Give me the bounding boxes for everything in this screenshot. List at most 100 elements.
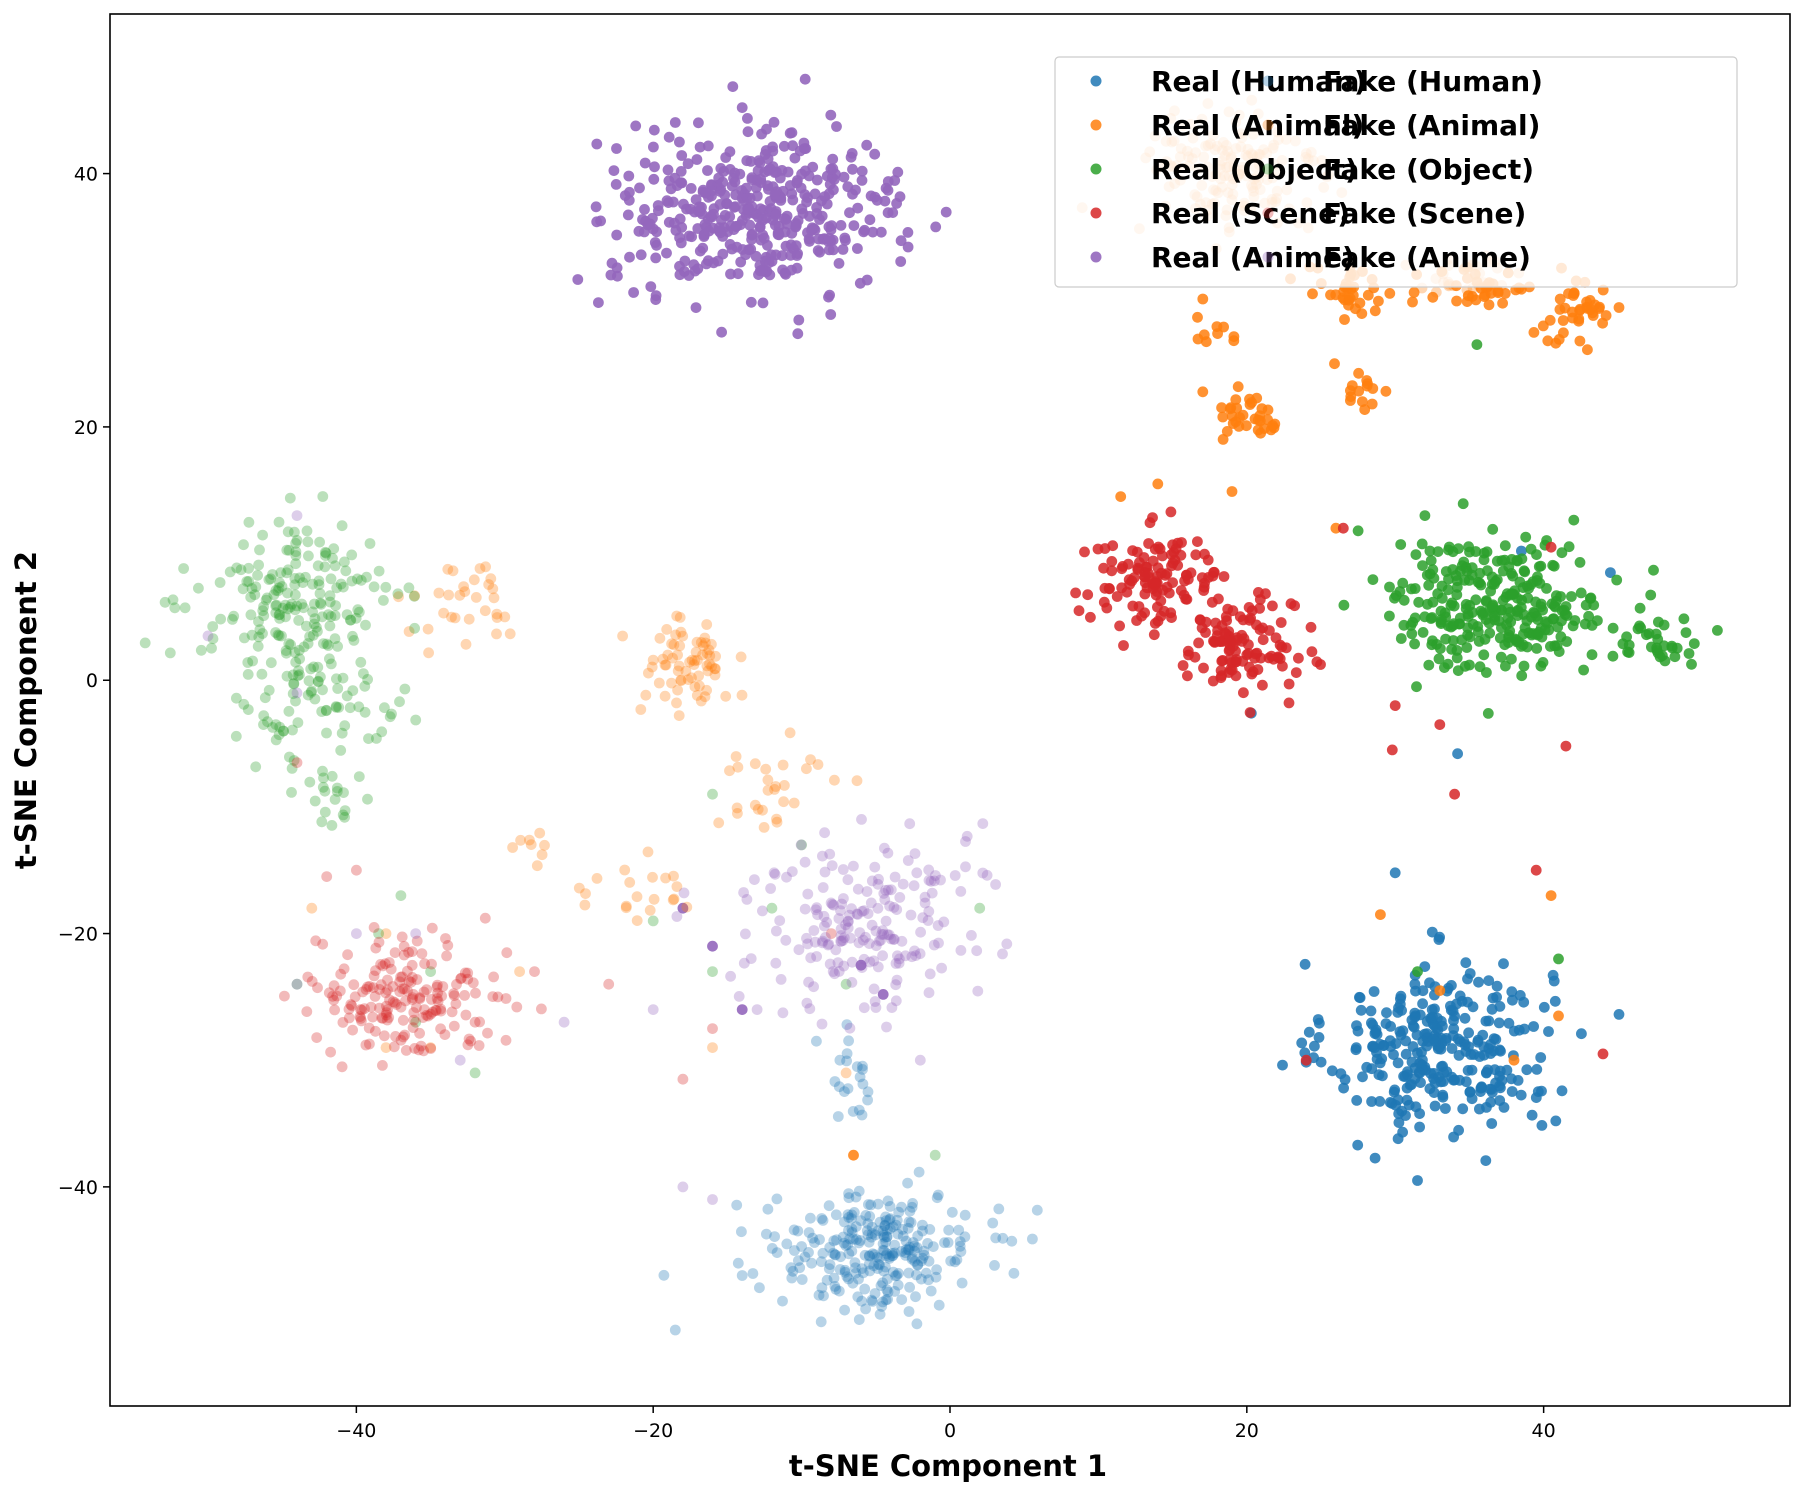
data-point: [884, 1214, 895, 1226]
data-point: [840, 1067, 852, 1079]
data-point: [1525, 543, 1537, 555]
data-point: [1246, 397, 1257, 408]
data-point: [813, 233, 825, 245]
data-point: [857, 934, 869, 946]
data-point: [851, 1234, 862, 1245]
data-point: [902, 855, 914, 866]
data-point: [1456, 634, 1468, 646]
data-point: [835, 905, 846, 916]
data-point: [1548, 975, 1560, 987]
data-point: [785, 1262, 797, 1274]
data-point: [879, 894, 891, 905]
data-point: [754, 221, 766, 233]
y-axis-title: t-SNE Component 2: [9, 551, 43, 869]
data-point: [337, 581, 349, 593]
data-point: [949, 870, 961, 881]
data-point: [377, 1012, 389, 1024]
data-point: [809, 1237, 820, 1248]
data-point: [678, 198, 689, 210]
data-point: [442, 940, 454, 951]
data-point: [399, 683, 411, 695]
data-point: [823, 232, 835, 244]
data-point: [837, 864, 849, 875]
data-point: [1231, 654, 1242, 665]
data-point: [355, 574, 367, 586]
data-point: [1386, 744, 1398, 756]
data-point: [881, 1231, 893, 1243]
data-point: [833, 913, 845, 924]
data-point: [1531, 1064, 1543, 1075]
data-point: [903, 1244, 915, 1256]
data-point: [893, 1206, 905, 1218]
data-point: [761, 123, 772, 135]
data-point: [1441, 1066, 1453, 1078]
data-point: [258, 610, 270, 622]
data-point: [1669, 651, 1681, 663]
data-point: [821, 916, 833, 928]
data-point: [311, 1032, 323, 1043]
data-point: [1528, 606, 1539, 618]
data-point: [775, 974, 787, 985]
data-point: [710, 650, 721, 662]
data-point: [812, 909, 823, 921]
data-point: [840, 235, 851, 246]
data-point: [414, 1027, 425, 1039]
data-point: [670, 629, 681, 641]
data-point: [1430, 286, 1442, 298]
data-point: [836, 898, 848, 910]
data-point: [848, 1149, 859, 1161]
data-point: [799, 856, 811, 868]
data-point: [231, 692, 242, 704]
data-point: [1409, 638, 1420, 650]
data-point: [917, 1219, 928, 1231]
data-point: [1139, 571, 1151, 583]
data-point: [1654, 651, 1666, 663]
data-point: [381, 1007, 392, 1018]
data-point: [1575, 587, 1587, 599]
data-point: [312, 982, 323, 994]
data-point: [1252, 424, 1264, 436]
data-point: [1355, 1004, 1367, 1016]
data-point: [892, 950, 903, 962]
data-point: [307, 578, 318, 590]
data-point: [402, 965, 413, 977]
data-point: [504, 628, 516, 640]
data-point: [285, 601, 296, 613]
data-point: [1179, 575, 1190, 587]
data-point: [1526, 1109, 1538, 1121]
data-point: [803, 976, 814, 988]
data-point: [1532, 1086, 1544, 1097]
data-point: [796, 1274, 808, 1285]
data-point: [1434, 719, 1446, 730]
data-point: [1414, 1108, 1425, 1119]
data-point: [360, 984, 372, 995]
data-point: [1478, 1041, 1490, 1053]
data-point: [875, 1280, 887, 1291]
data-point: [360, 1039, 372, 1051]
data-point: [885, 884, 897, 896]
data-point: [799, 73, 811, 85]
data-point: [302, 536, 314, 548]
data-point: [278, 725, 289, 737]
data-point: [881, 1248, 893, 1260]
data-point: [1369, 1152, 1381, 1164]
data-point: [1460, 599, 1472, 610]
data-point: [281, 544, 293, 556]
data-point: [1460, 1076, 1472, 1088]
data-point: [847, 1233, 859, 1245]
data-point: [916, 1255, 927, 1267]
data-point: [844, 1233, 856, 1245]
data-point: [669, 1324, 681, 1336]
data-point: [362, 981, 373, 993]
data-point: [1448, 1131, 1459, 1143]
data-point: [1558, 327, 1569, 339]
data-point: [1152, 478, 1164, 490]
data-point: [887, 1221, 899, 1233]
data-point: [675, 674, 687, 686]
data-point: [1326, 1065, 1338, 1077]
data-point: [1225, 664, 1236, 675]
data-point: [1518, 660, 1530, 672]
data-point: [246, 583, 258, 594]
data-point: [1498, 958, 1509, 970]
data-point: [932, 1189, 944, 1201]
